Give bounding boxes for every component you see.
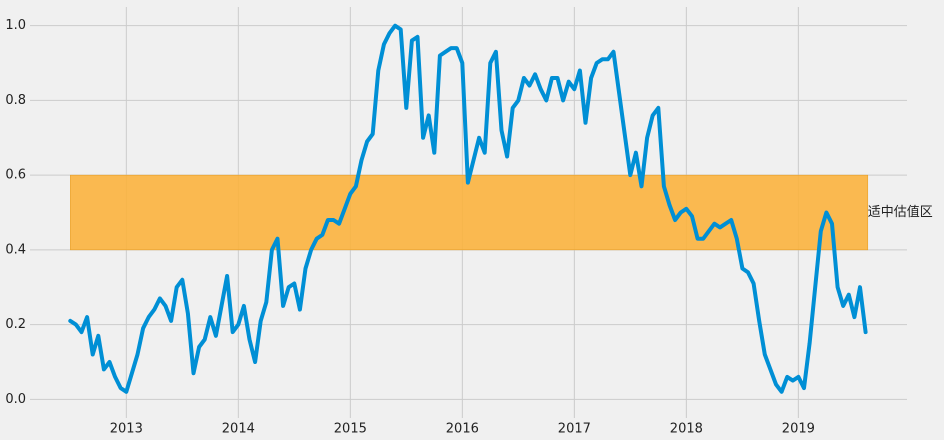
x-tick-label: 2015 — [334, 422, 367, 437]
x-tick-label: 2017 — [558, 422, 591, 437]
y-tick-label: 0.8 — [5, 93, 26, 108]
band-label: 适中估值区 — [868, 204, 933, 220]
y-tick-label: 0.6 — [5, 168, 26, 183]
y-tick-label: 1.0 — [5, 18, 26, 33]
x-tick-label: 2013 — [110, 422, 143, 437]
y-tick-label: 0.4 — [5, 242, 26, 257]
x-tick-label: 2019 — [782, 422, 815, 437]
y-tick-label: 0.2 — [5, 317, 26, 332]
x-tick-label: 2016 — [446, 422, 479, 437]
x-tick-label: 2014 — [222, 422, 255, 437]
valuation-band — [70, 174, 869, 251]
series-line — [68, 23, 868, 394]
y-tick-label: 0.0 — [5, 392, 26, 407]
x-tick-label: 2018 — [670, 422, 703, 437]
